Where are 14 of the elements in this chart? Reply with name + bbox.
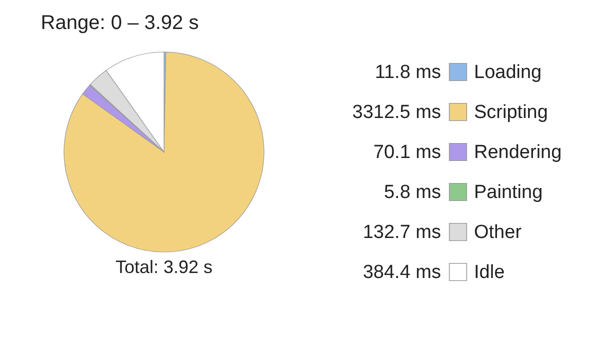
legend-label: Idle — [474, 262, 505, 283]
data-label: 70.1 ms — [373, 142, 441, 163]
legend-label: Scripting — [474, 102, 548, 123]
legend-label: Other — [474, 222, 522, 243]
data-label: 11.8 ms — [374, 62, 441, 83]
data-label: 5.8 ms — [384, 182, 441, 203]
chart-title: Range: 0 – 3.92 s — [40, 12, 199, 34]
legend-label: Rendering — [474, 142, 562, 163]
data-label: 132.7 ms — [362, 222, 441, 243]
text: Total: 3.92 s — [115, 257, 213, 278]
legend-label: Loading — [474, 62, 542, 83]
data-label: 384.4 ms — [362, 262, 441, 283]
legend-label: Painting — [474, 182, 543, 203]
data-label: 3312.5 ms — [352, 102, 441, 123]
